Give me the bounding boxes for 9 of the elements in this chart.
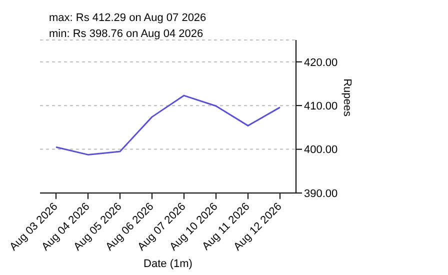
annotation: min: Rs 398.76 on Aug 04 2026	[49, 28, 204, 40]
y-axis-title: Rupees	[341, 78, 354, 117]
y-tick-label: 390.00	[304, 188, 338, 200]
text: max: Rs 412.29 on Aug 07 2026	[49, 12, 206, 24]
y-tick-label: 400.00	[304, 144, 338, 156]
x-axis-title: Date (1m)	[144, 258, 192, 270]
line-series	[55, 94, 281, 156]
y-tick-label: 420.00	[304, 56, 338, 69]
y-tick-label: 410.00	[304, 100, 338, 112]
